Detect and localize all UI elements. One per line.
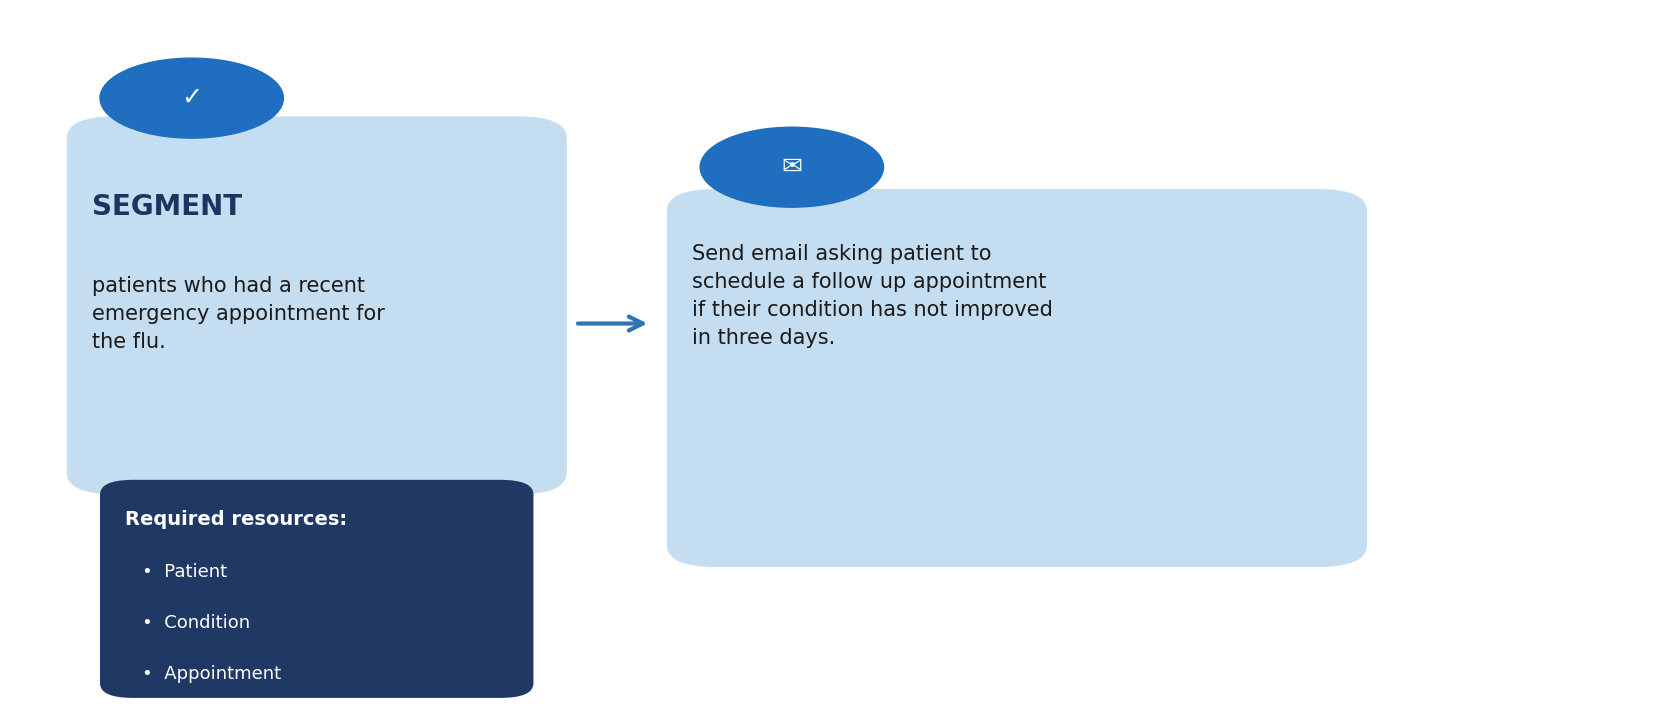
FancyBboxPatch shape: [100, 480, 533, 698]
Text: •  Patient: • Patient: [142, 563, 227, 582]
Text: patients who had a recent
emergency appointment for
the flu.: patients who had a recent emergency appo…: [92, 276, 385, 353]
Text: Send email asking patient to
schedule a follow up appointment
if their condition: Send email asking patient to schedule a …: [692, 244, 1052, 348]
FancyBboxPatch shape: [67, 116, 567, 494]
Text: ✉: ✉: [782, 155, 802, 180]
FancyBboxPatch shape: [667, 189, 1367, 567]
Circle shape: [700, 127, 884, 207]
Text: SEGMENT: SEGMENT: [92, 193, 242, 221]
Text: •  Condition: • Condition: [142, 614, 250, 632]
Text: ✓: ✓: [182, 86, 202, 111]
Text: •  Appointment: • Appointment: [142, 665, 280, 683]
Text: Required resources:: Required resources:: [125, 510, 347, 529]
Circle shape: [100, 58, 283, 138]
